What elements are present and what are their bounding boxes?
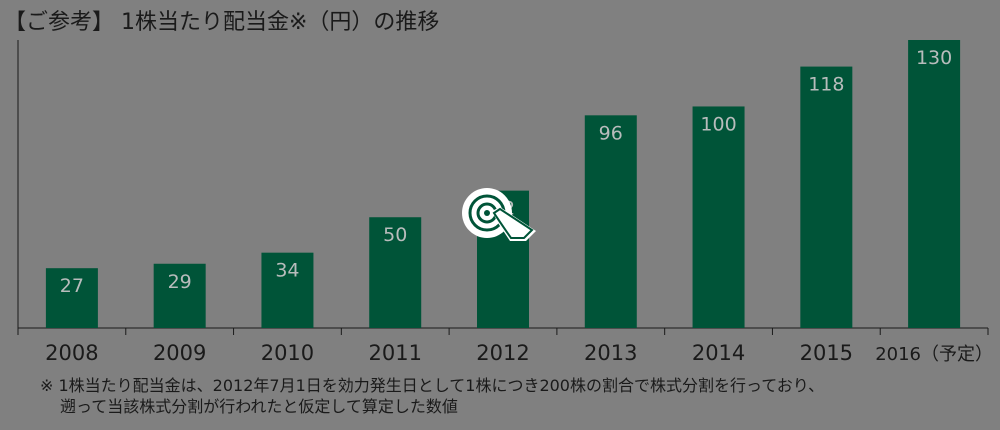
tap-cursor-icon: [462, 188, 536, 241]
value-label: 118: [808, 74, 844, 96]
bar-2011: [369, 217, 422, 328]
bar-chart: 272934506296100118130 200820092010201120…: [17, 40, 993, 365]
bar-2014: [692, 106, 745, 328]
footnote-line-2: 遡って当該株式分割が行われたと仮定して算定した数値: [60, 397, 458, 416]
footnote-line-1: ※ 1株当たり配当金は、2012年7月1日を効力発生日として1株につき200株の…: [40, 376, 825, 395]
bar-2013: [584, 115, 637, 328]
bar-2008: [45, 268, 98, 328]
value-label: 50: [383, 224, 407, 246]
bar-2010: [261, 252, 314, 328]
footnote: ※ 1株当たり配当金は、2012年7月1日を効力発生日として1株につき200株の…: [40, 375, 824, 417]
bar-2009: [153, 263, 206, 328]
x-tick-label: 2013: [584, 341, 637, 365]
x-tick-label: 2010: [261, 341, 314, 365]
x-tick-label: 2009: [153, 341, 206, 365]
x-tick-label: 2015: [800, 341, 853, 365]
bars-group: [45, 40, 961, 328]
bar-2016（予定）: [908, 40, 961, 328]
value-label: 27: [60, 275, 84, 297]
bar-2015: [800, 66, 853, 328]
x-tick-label: 2008: [45, 341, 98, 365]
x-tick-labels-group: 2008 2009 2010 2011 2012 2013 2014 2015 2016（予定）: [45, 341, 993, 365]
x-tick-label: 2016（予定）: [875, 344, 993, 365]
value-label: 96: [599, 122, 623, 144]
value-label: 34: [275, 260, 299, 282]
value-label: 130: [916, 47, 952, 69]
chart-title: 【ご参考】 1株当たり配当金※（円）の推移: [4, 10, 440, 35]
x-tick-label: 2012: [476, 341, 529, 365]
value-label: 29: [168, 271, 192, 293]
value-label: 100: [700, 113, 736, 135]
x-tick-label: 2011: [368, 341, 421, 365]
x-tick-label: 2014: [692, 341, 745, 365]
